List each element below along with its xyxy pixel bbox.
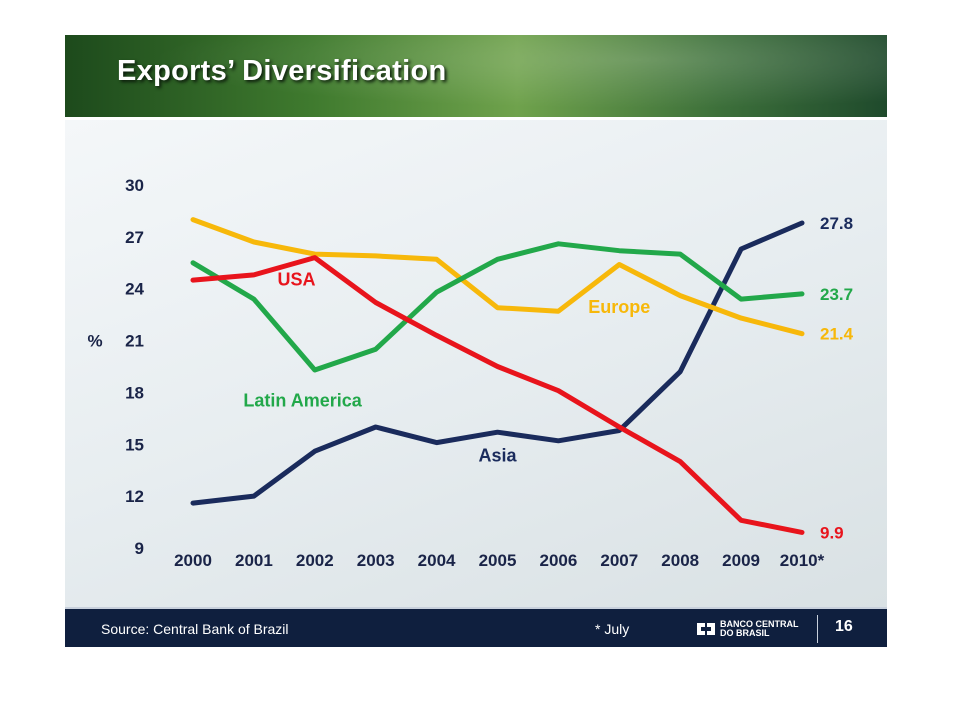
- bank-logo-line1: BANCO CENTRAL: [720, 619, 799, 629]
- x-tick-label: 2007: [600, 551, 638, 570]
- header-banner: Exports’ Diversification: [65, 35, 887, 117]
- header-divider: [65, 117, 887, 120]
- series-line-europe: [190, 217, 805, 337]
- x-tick-label: 2006: [539, 551, 577, 570]
- source-note: Source: Central Bank of Brazil: [101, 621, 289, 637]
- x-tick-label: 2003: [357, 551, 395, 570]
- x-tick-label: 2008: [661, 551, 699, 570]
- x-tick-label: 2004: [418, 551, 456, 570]
- footer-bar: Source: Central Bank of Brazil * July BA…: [65, 607, 887, 647]
- x-tick-label: 2001: [235, 551, 273, 570]
- bank-logo: BANCO CENTRAL DO BRASIL: [695, 615, 805, 643]
- y-tick-label: 12: [125, 487, 144, 506]
- series-labels: USA 9.9 Latin America 23.7 Europe 21.4 Asia 27.…: [243, 214, 853, 542]
- y-tick-label: 9: [135, 539, 144, 558]
- series-label-asia: Asia: [478, 446, 517, 466]
- series-label-usa: USA: [278, 269, 316, 289]
- y-tick-label: 18: [125, 383, 144, 402]
- series-label-latin-america: Latin America: [243, 390, 362, 410]
- x-tick-label: 2005: [479, 551, 517, 570]
- footnote: * July: [595, 621, 630, 637]
- y-tick-label: 15: [125, 435, 144, 454]
- series-label-europe: Europe: [588, 297, 650, 317]
- footer-separator: [817, 615, 818, 643]
- end-value-label-asia: 27.8: [820, 214, 853, 233]
- x-tick-label: 2002: [296, 551, 334, 570]
- series-line-usa: [190, 255, 805, 535]
- y-tick-label: 27: [125, 228, 144, 247]
- bank-logo-line2: DO BRASIL: [720, 628, 770, 638]
- y-tick-label: 30: [125, 176, 144, 195]
- series-line-latin-america: [190, 241, 805, 373]
- end-value-label-latin-america: 23.7: [820, 285, 853, 304]
- x-axis-ticks: 2000 2001 2002 2003 2004 2005 2006 2007 2008 2009…: [174, 551, 825, 570]
- end-value-label-usa: 9.9: [820, 523, 844, 542]
- chart-background: [65, 120, 887, 607]
- y-tick-label: 24: [125, 280, 144, 299]
- slide-title: Exports’ Diversification: [117, 55, 447, 87]
- y-axis-label: %: [87, 332, 102, 351]
- bank-logo-text: BANCO CENTRAL DO BRASIL: [720, 620, 799, 638]
- end-value-label-europe: 21.4: [820, 325, 854, 344]
- y-axis-label-group: %: [87, 332, 102, 351]
- slide: Exports’ Diversification % 30 27 24 21 18 15 1…: [65, 35, 887, 647]
- x-tick-label: 2009: [722, 551, 760, 570]
- series-lines: [190, 217, 805, 535]
- x-tick-label: 2000: [174, 551, 212, 570]
- bank-logo-icon: [697, 623, 715, 635]
- x-tick-label: 2010*: [780, 551, 825, 570]
- y-tick-label: 21: [125, 332, 144, 351]
- y-axis-ticks: 30 27 24 21 18 15 12 9: [125, 176, 144, 558]
- series-line-asia: [190, 220, 805, 506]
- page-number: 16: [835, 618, 853, 635]
